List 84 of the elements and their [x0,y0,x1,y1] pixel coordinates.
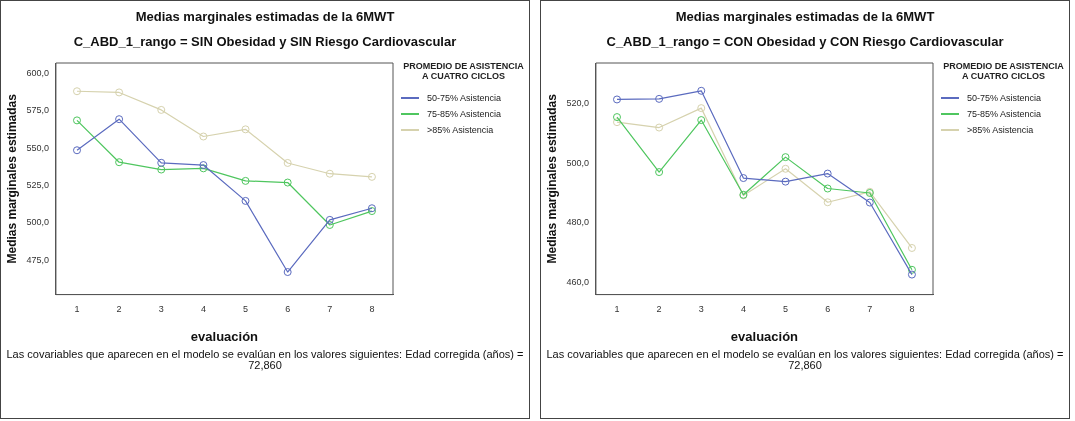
point [241,176,250,185]
y-tick-label: 500,0 [26,217,49,228]
y-tick-label: 525,0 [26,180,49,191]
x-tick-label: 8 [909,304,915,315]
point [697,104,706,113]
chart-title: Medias marginales estimadas de la 6MWT [134,9,396,24]
x-tick-label: 7 [867,304,873,315]
point [72,116,81,125]
point [823,198,832,207]
legend-label: 75-85% Asistencia [967,109,1042,119]
x-tick-label: 5 [783,304,789,315]
point [199,132,208,141]
point [781,164,790,173]
x-tick-label: 4 [740,304,746,315]
point [241,196,250,205]
point [283,158,292,167]
x-tick-label: 6 [825,304,831,315]
point [325,169,334,178]
point [781,153,790,162]
point [115,158,124,167]
x-tick-label: 4 [200,304,206,315]
point [697,116,706,125]
text: Las covariables que aparecen en el modelo se evalúan en los valores siguientes: Edad corregida (años) = 72,860 [5,348,525,371]
point [72,87,81,96]
point [612,95,621,104]
x-tick-label: 7 [327,304,333,315]
point [781,177,790,186]
y-tick-label: 460,0 [566,277,589,288]
y-tick-label: 500,0 [566,157,589,168]
y-tick-label: 575,0 [26,105,49,116]
point [697,86,706,95]
chart-subtitle: C_ABD_1_rango = CON Obesidad y CON Riesgo Cardiovascular [605,34,1005,49]
x-axis-title: evaluación [190,328,259,344]
y-tick-label: 480,0 [566,217,589,228]
y-tick-label: 520,0 [566,97,589,108]
point [325,215,334,224]
x-tick-label: 2 [656,304,662,315]
point [115,88,124,97]
point [655,123,664,132]
y-tick-label: 550,0 [26,142,49,153]
legend-title: PROMEDIO DE ASISTENCIA A CUATRO CICLOS [942,61,1065,81]
text: Las covariables que aparecen en el modelo se evalúan en los valores siguientes: Edad corregida (años) = 72,860 [545,348,1065,371]
x-tick-label: 2 [116,304,122,315]
x-tick-label: 8 [369,304,375,315]
legend-label: 75-85% Asistencia [427,109,502,119]
x-axis-title: evaluación [730,328,799,344]
legend-label: >85% Asistencia [427,125,494,135]
x-tick-label: 1 [614,304,620,315]
point [367,172,376,181]
point [612,118,621,127]
point [739,174,748,183]
chart-title: Medias marginales estimadas de la 6MWT [674,9,936,24]
point [157,105,166,114]
point [823,184,832,193]
x-tick-label: 3 [698,304,704,315]
point [157,158,166,167]
point [72,146,81,155]
point [655,168,664,177]
x-tick-label: 3 [158,304,164,315]
legend-label: 50-75% Asistencia [427,93,502,103]
y-axis-title: Medias marginales estimadas [4,93,19,264]
point [157,165,166,174]
y-axis-title: Medias marginales estimadas [544,93,559,264]
y-tick-label: 600,0 [26,67,49,78]
x-tick-label: 1 [74,304,80,315]
y-tick-label: 475,0 [26,254,49,265]
point [283,268,292,277]
point [865,198,874,207]
point [612,113,621,122]
chart-subtitle: C_ABD_1_rango = SIN Obesidad y SIN Riesgo Cardiovascular [72,34,458,49]
point [283,178,292,187]
legend-label: >85% Asistencia [967,125,1034,135]
point [907,243,916,252]
point [325,220,334,229]
x-tick-label: 5 [243,304,249,315]
point [115,115,124,124]
point [907,270,916,279]
legend-title: PROMEDIO DE ASISTENCIA A CUATRO CICLOS [402,61,525,81]
point [907,265,916,274]
x-tick-label: 6 [285,304,291,315]
point [241,125,250,134]
point [823,169,832,178]
point [655,94,664,103]
legend-label: 50-75% Asistencia [967,93,1042,103]
